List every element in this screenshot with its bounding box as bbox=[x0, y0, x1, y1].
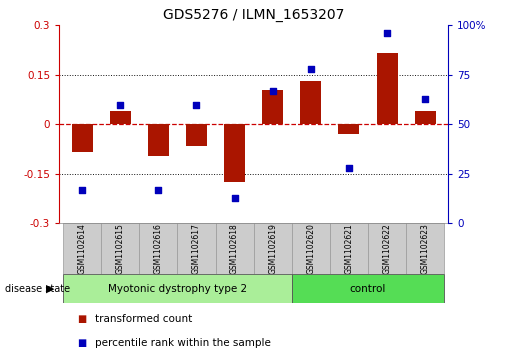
Bar bbox=[300, 81, 321, 124]
Text: GSM1102618: GSM1102618 bbox=[230, 223, 239, 274]
Point bbox=[116, 102, 124, 107]
Point bbox=[154, 187, 162, 192]
Text: GSM1102615: GSM1102615 bbox=[116, 223, 125, 274]
Bar bbox=[262, 90, 283, 124]
Text: GSM1102622: GSM1102622 bbox=[383, 223, 391, 274]
Bar bbox=[148, 124, 169, 156]
Bar bbox=[139, 223, 177, 274]
Bar bbox=[63, 223, 101, 274]
Text: percentile rank within the sample: percentile rank within the sample bbox=[95, 338, 271, 348]
Point bbox=[230, 195, 238, 200]
Bar bbox=[330, 223, 368, 274]
Bar bbox=[292, 223, 330, 274]
Bar bbox=[177, 223, 215, 274]
Bar bbox=[224, 124, 245, 182]
Bar bbox=[406, 223, 444, 274]
Point bbox=[269, 88, 277, 94]
Text: GSM1102619: GSM1102619 bbox=[268, 223, 277, 274]
Bar bbox=[186, 124, 207, 146]
Point bbox=[78, 187, 86, 192]
Text: ■: ■ bbox=[77, 338, 87, 348]
Bar bbox=[63, 274, 292, 303]
Bar bbox=[368, 223, 406, 274]
Text: disease state: disease state bbox=[5, 284, 70, 294]
Bar bbox=[415, 111, 436, 124]
Point bbox=[383, 30, 391, 36]
Bar bbox=[338, 124, 359, 134]
Bar bbox=[215, 223, 253, 274]
Bar bbox=[376, 53, 398, 124]
Text: control: control bbox=[350, 284, 386, 294]
Text: GSM1102616: GSM1102616 bbox=[154, 223, 163, 274]
Text: GSM1102614: GSM1102614 bbox=[78, 223, 87, 274]
Text: ▶: ▶ bbox=[45, 284, 54, 294]
Bar bbox=[72, 124, 93, 152]
Text: ■: ■ bbox=[77, 314, 87, 325]
Text: transformed count: transformed count bbox=[95, 314, 193, 325]
Bar bbox=[292, 274, 444, 303]
Point bbox=[192, 102, 200, 107]
Bar bbox=[253, 223, 292, 274]
Point bbox=[345, 165, 353, 171]
Bar bbox=[110, 111, 131, 124]
Text: GSM1102621: GSM1102621 bbox=[345, 223, 353, 274]
Point bbox=[421, 96, 430, 102]
Bar bbox=[101, 223, 139, 274]
Title: GDS5276 / ILMN_1653207: GDS5276 / ILMN_1653207 bbox=[163, 8, 345, 22]
Text: GSM1102623: GSM1102623 bbox=[421, 223, 430, 274]
Text: Myotonic dystrophy type 2: Myotonic dystrophy type 2 bbox=[108, 284, 247, 294]
Text: GSM1102617: GSM1102617 bbox=[192, 223, 201, 274]
Point bbox=[307, 66, 315, 72]
Text: GSM1102620: GSM1102620 bbox=[306, 223, 315, 274]
